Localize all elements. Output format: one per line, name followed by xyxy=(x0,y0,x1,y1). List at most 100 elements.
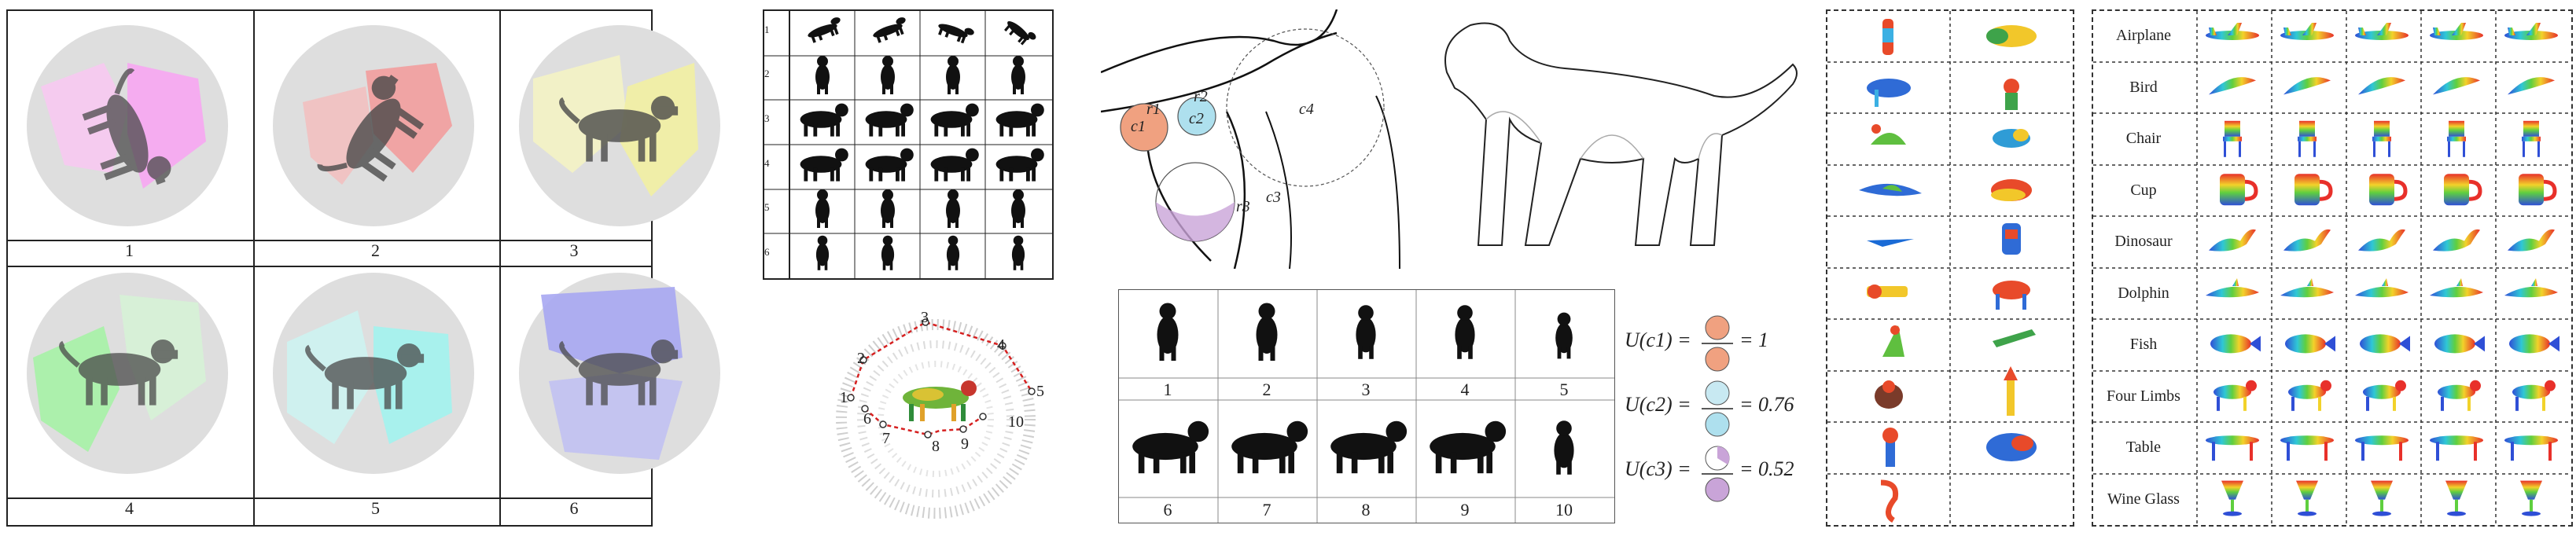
panel-a-caption-3: 3 xyxy=(569,240,579,260)
mesh-thumb-quad-3 xyxy=(2363,380,2406,411)
panel-f-caption-7: 7 xyxy=(1262,500,1271,519)
panel-b-row-4: 4 xyxy=(764,157,770,169)
panel-e-dog-outline xyxy=(1444,22,1798,246)
category-bird: Bird xyxy=(2129,79,2158,96)
mesh-thumb-fish-1 xyxy=(2210,334,2261,354)
panel-f-caption-8: 8 xyxy=(1361,500,1371,519)
mesh-thumb-dolphin-2 xyxy=(2280,278,2334,298)
mesh-thumb-glass-1 xyxy=(2221,480,2243,516)
panel-f-silhouettes xyxy=(1132,303,1574,475)
path-label-3: 3 xyxy=(921,309,929,326)
circle-label-c1: c1 xyxy=(1131,118,1146,135)
panel-f-caption-10: 10 xyxy=(1555,500,1573,519)
panel-c-path xyxy=(849,321,1033,436)
u-label-c2: U(c2) = xyxy=(1625,393,1691,416)
panel-f-caption-2: 2 xyxy=(1262,380,1271,399)
circle-label-c3: c3 xyxy=(1266,189,1281,206)
category-airplane: Airplane xyxy=(2116,27,2171,44)
category-chair: Chair xyxy=(2125,130,2162,147)
mesh-thumb-cup-5 xyxy=(2519,174,2557,206)
circle-label-r3: r3 xyxy=(1236,198,1250,215)
panel-i-grid-lines xyxy=(2093,11,2571,525)
mesh-thumb-dino-2 xyxy=(2283,229,2331,251)
category-table: Table xyxy=(2125,439,2162,456)
mesh-thumb-plane-1 xyxy=(2206,23,2259,40)
mesh-thumb-cup-1 xyxy=(2220,174,2258,206)
mesh-thumb-glass-4 xyxy=(2445,480,2467,516)
u-value-c2: = 0.76 xyxy=(1739,393,1794,416)
mesh-thumb-dino-5 xyxy=(2508,229,2555,251)
mesh-thumb-cup-3 xyxy=(2369,174,2408,206)
category-fish: Fish xyxy=(2129,336,2158,353)
panel-f-silhouette-strip xyxy=(1118,289,1615,523)
sphere-view-5 xyxy=(273,273,474,474)
mesh-thumb-glass-5 xyxy=(2520,480,2542,516)
circle-label-c4: c4 xyxy=(1299,101,1314,118)
mesh-thumb-table-4 xyxy=(2430,435,2483,461)
panel-a-segmentation-grid xyxy=(6,9,653,527)
mesh-thumb-chair-4 xyxy=(2447,120,2466,157)
mesh-thumb-plane-5 xyxy=(2504,23,2558,40)
panel-d-curvature-sketch xyxy=(1101,9,1400,269)
mesh-thumb-bird-3 xyxy=(2358,77,2405,95)
category-dinosaur: Dinosaur xyxy=(2114,233,2173,250)
panel-i-category-table xyxy=(2092,9,2573,527)
panel-b-row-3: 3 xyxy=(764,112,770,124)
mesh-thumb-chair-2 xyxy=(2298,120,2317,157)
path-label-6: 6 xyxy=(863,410,871,428)
panel-b-silhouettes xyxy=(800,15,1044,270)
category-wine-glass: Wine Glass xyxy=(2107,490,2180,508)
path-label-8: 8 xyxy=(932,438,940,455)
panel-a-grid-lines xyxy=(8,11,651,525)
panel-f-caption-3: 3 xyxy=(1361,380,1371,399)
sphere-view-3 xyxy=(519,25,720,226)
mesh-thumb-cup-4 xyxy=(2444,174,2482,206)
mesh-thumb-quad-1 xyxy=(2214,380,2257,411)
mesh-thumb-chair-1 xyxy=(2223,120,2242,157)
mesh-thumb-table-1 xyxy=(2206,435,2259,461)
path-label-4: 4 xyxy=(997,336,1005,354)
mesh-thumb-bird-4 xyxy=(2433,77,2480,95)
panel-i-mesh-thumbnails xyxy=(2206,23,2559,516)
panel-f-caption-6: 6 xyxy=(1163,500,1172,519)
mesh-thumb-dolphin-5 xyxy=(2504,278,2558,298)
mesh-thumb-quad-5 xyxy=(2512,380,2556,411)
category-cup: Cup xyxy=(2130,182,2157,199)
mesh-thumb-quad-2 xyxy=(2288,380,2331,411)
mesh-thumb-dolphin-1 xyxy=(2206,278,2259,298)
panel-b-silhouette-table xyxy=(763,9,1054,280)
mesh-thumb-table-5 xyxy=(2504,435,2558,461)
u-value-c1: = 1 xyxy=(1739,329,1769,351)
mesh-thumb-quad-4 xyxy=(2438,380,2481,411)
panel-f-caption-5: 5 xyxy=(1559,380,1569,399)
panel-a-caption-2: 2 xyxy=(371,240,380,260)
category-dolphin: Dolphin xyxy=(2118,285,2169,302)
path-label-10: 10 xyxy=(1008,413,1024,431)
panel-f-grid-lines xyxy=(1119,290,1614,523)
mesh-thumb-bird-1 xyxy=(2209,77,2256,95)
mesh-thumb-bird-5 xyxy=(2508,77,2555,95)
mesh-thumb-chair-5 xyxy=(2522,120,2541,157)
path-label-2: 2 xyxy=(857,350,865,367)
panel-c-viewpoint-sphere xyxy=(836,318,1036,519)
path-label-7: 7 xyxy=(882,430,890,447)
mesh-thumb-cup-2 xyxy=(2294,174,2333,206)
panel-f-caption-9: 9 xyxy=(1460,500,1470,519)
mesh-thumb-chair-3 xyxy=(2372,120,2391,157)
mesh-thumb-plane-2 xyxy=(2280,23,2334,40)
panel-b-row-6: 6 xyxy=(764,246,770,258)
path-label-5: 5 xyxy=(1036,383,1044,400)
mesh-thumb-dolphin-4 xyxy=(2430,278,2483,298)
panel-b-table-lines xyxy=(764,11,1052,278)
circle-label-r2: r2 xyxy=(1194,88,1208,105)
mesh-thumb-glass-2 xyxy=(2296,480,2318,516)
panel-f-caption-4: 4 xyxy=(1460,380,1470,399)
u-label-c3: U(c3) = xyxy=(1625,457,1691,480)
mesh-thumb-fish-3 xyxy=(2360,334,2410,354)
sphere-view-1 xyxy=(27,25,228,226)
u-label-c1: U(c1) = xyxy=(1625,329,1691,351)
mesh-thumb-dino-1 xyxy=(2209,229,2256,251)
panel-a-caption-1: 1 xyxy=(125,240,134,260)
mesh-thumb-table-2 xyxy=(2280,435,2334,461)
circle-label-c2: c2 xyxy=(1189,110,1204,127)
